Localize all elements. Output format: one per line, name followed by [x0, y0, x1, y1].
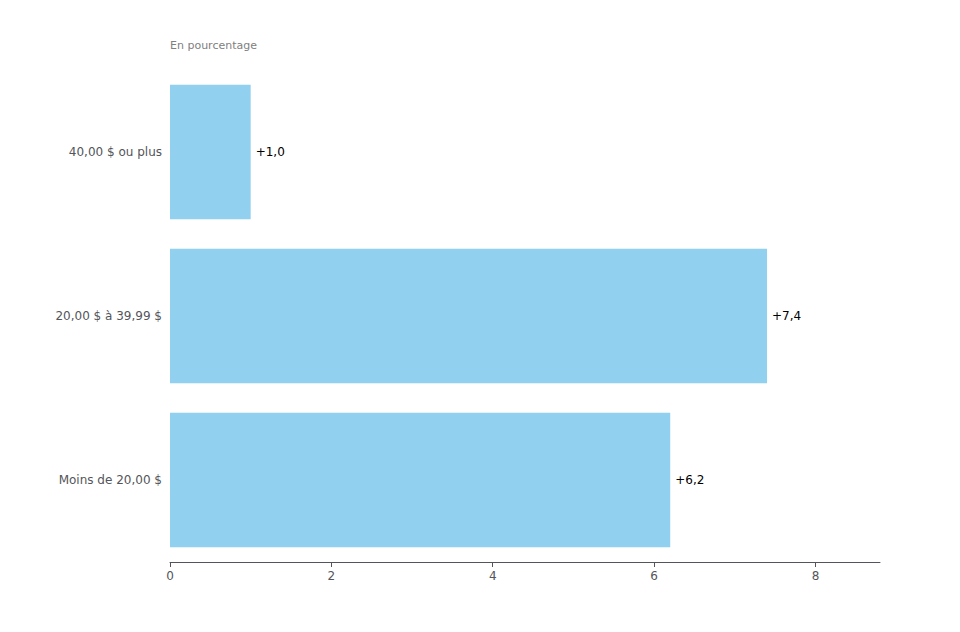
- svg-text:Moins de 20,00 $: Moins de 20,00 $: [59, 473, 162, 487]
- svg-text:4: 4: [489, 569, 497, 583]
- svg-text:0: 0: [166, 569, 174, 583]
- svg-text:2: 2: [328, 569, 336, 583]
- svg-text:+1,0: +1,0: [256, 145, 285, 159]
- svg-text:40,00 $ ou plus: 40,00 $ ou plus: [69, 145, 162, 159]
- svg-text:En pourcentage: En pourcentage: [170, 39, 257, 52]
- svg-text:8: 8: [812, 569, 820, 583]
- svg-text:20,00 $ à 39,99 $: 20,00 $ à 39,99 $: [55, 309, 162, 323]
- svg-text:+7,4: +7,4: [772, 309, 801, 323]
- svg-text:6: 6: [650, 569, 658, 583]
- svg-text:+6,2: +6,2: [675, 473, 704, 487]
